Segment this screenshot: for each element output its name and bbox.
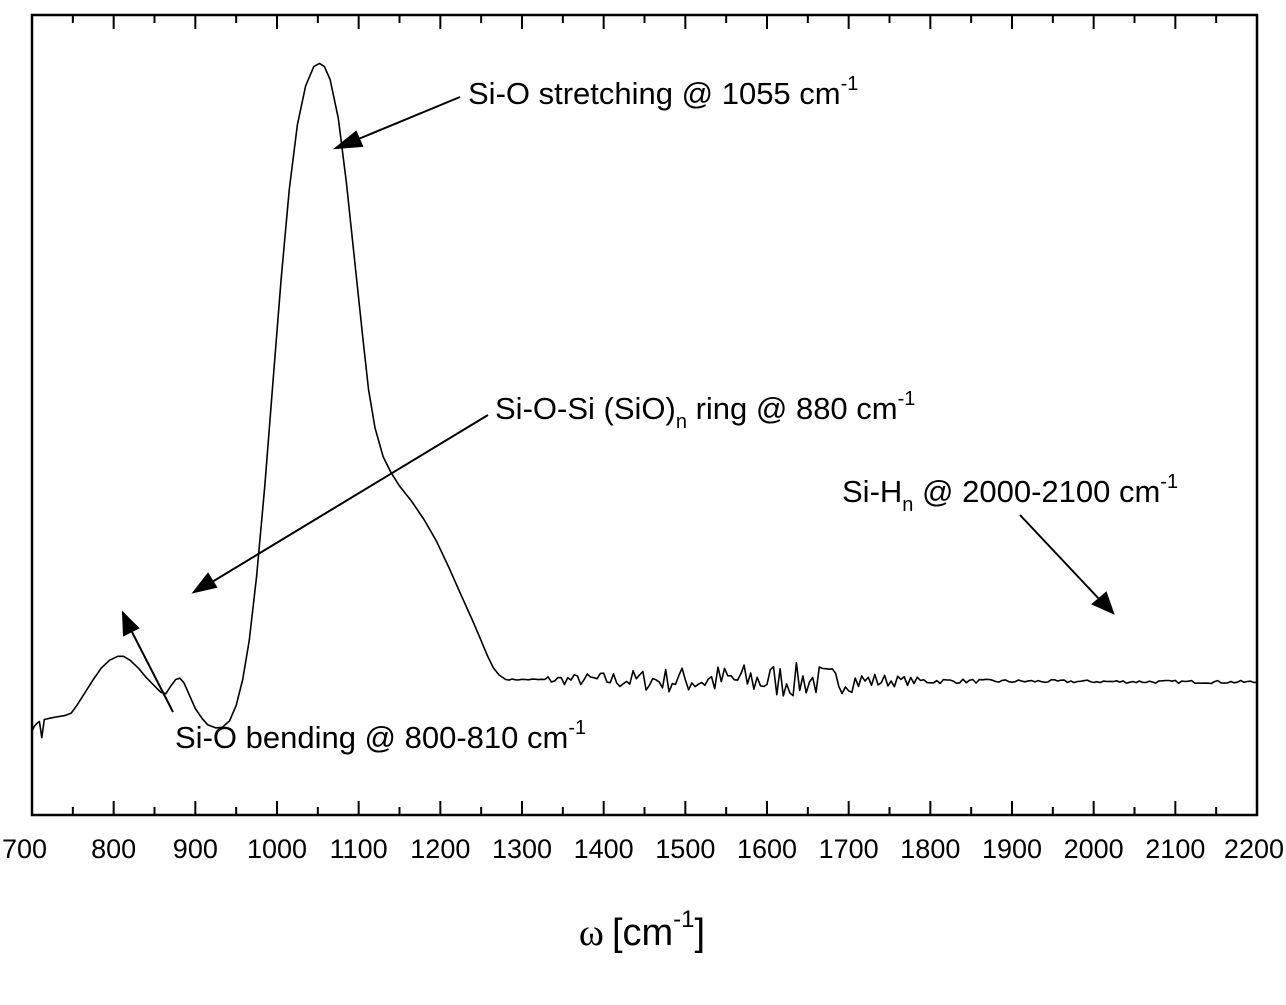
annotation-stretching: Si-O stretching @ 1055 cm-1	[468, 73, 858, 111]
annotation-ring: Si-O-Si (SiO)n ring @ 880 cm-1	[495, 388, 915, 433]
x-tick-label: 1800	[900, 834, 960, 864]
series-line	[31, 62, 1257, 739]
x-tick-label: 1400	[574, 834, 634, 864]
x-tick-label: 1500	[655, 834, 715, 864]
annotation-sih: Si-Hn @ 2000-2100 cm-1	[842, 471, 1178, 516]
x-tick-label: 1300	[492, 834, 552, 864]
axis-ticks	[31, 15, 1258, 815]
x-tick-label: 1600	[737, 834, 797, 864]
arrow-ring	[211, 414, 489, 583]
series-layer	[31, 62, 1257, 739]
x-tick-label: 1900	[982, 834, 1042, 864]
annotation-bending: Si-O bending @ 800-810 cm-1	[175, 717, 586, 755]
x-tick-label: 2200	[1224, 834, 1284, 864]
x-tick-label: 2000	[1064, 834, 1124, 864]
arrow-stretching	[355, 96, 461, 141]
x-tick-labels: 700 800 900 1000 1100 1200 1300 1400 1500 1600 170…	[2, 834, 1284, 864]
x-tick-label: 1000	[247, 834, 307, 864]
x-tick-label: 1100	[330, 834, 388, 864]
arrow-stretching-head	[332, 130, 364, 150]
arrow-bending-head	[121, 610, 140, 637]
x-tick-label: 800	[91, 834, 136, 864]
arrow-ring-head	[191, 572, 218, 594]
x-tick-label: 700	[2, 834, 47, 864]
annotation-arrows	[121, 96, 1115, 713]
arrow-sih-head	[1091, 591, 1115, 615]
arrow-sih	[1019, 514, 1101, 601]
arrow-bending	[131, 631, 174, 713]
x-tick-label: 1700	[819, 834, 879, 864]
x-axis-title: ω [cm-1]	[579, 906, 705, 954]
x-tick-label: 1200	[410, 834, 470, 864]
x-tick-label: 2100	[1145, 834, 1205, 864]
x-tick-label: 900	[173, 834, 218, 864]
